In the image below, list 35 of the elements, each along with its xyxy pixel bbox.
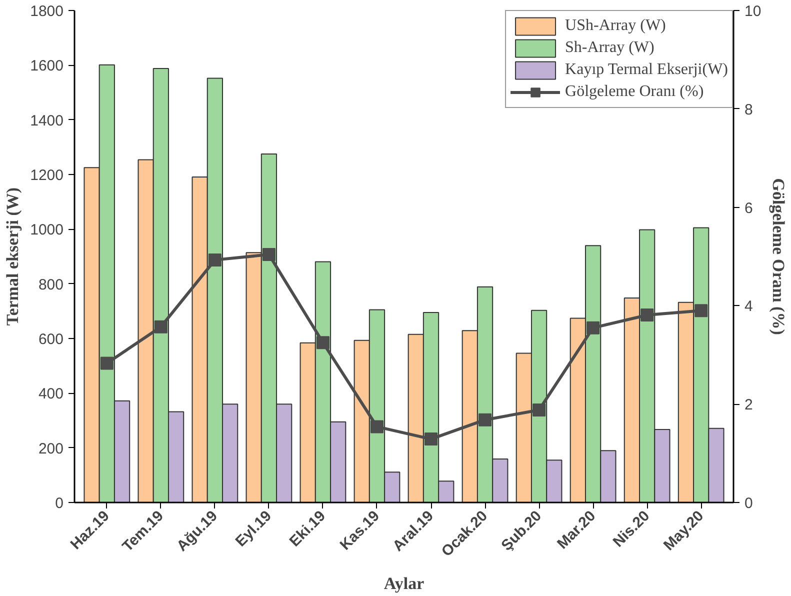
legend-label: Sh-Array (W)	[565, 39, 654, 57]
legend-label: USh-Array (W)	[565, 17, 666, 35]
point	[640, 308, 654, 322]
point	[316, 336, 330, 350]
point	[532, 404, 546, 417]
y-tick-label: 1000	[30, 222, 64, 239]
y2-tick-label: 4	[744, 298, 753, 316]
point	[694, 304, 708, 318]
point	[262, 248, 276, 262]
y-tick-label: 600	[38, 331, 64, 348]
y2-tick-label: 0	[744, 495, 753, 512]
y-axis-title: Termal ekserji (W)	[3, 187, 22, 326]
y2-tick-label: 6	[744, 200, 753, 217]
y-tick-label: 0	[55, 495, 64, 512]
point	[586, 321, 600, 334]
y2-tick-label: 10	[744, 3, 762, 20]
point	[100, 356, 114, 370]
point	[154, 320, 168, 334]
y-tick-label: 400	[38, 386, 64, 403]
legend-label: Gölgeleme Oranı (%)	[565, 83, 704, 101]
y-tick-label: 800	[38, 276, 64, 294]
y2-tick-label: 2	[744, 396, 753, 414]
point	[424, 432, 438, 446]
point	[370, 420, 384, 434]
y2-axis-title: Gölgeleme Oranı (%)	[769, 178, 788, 335]
y-tick-label: 1600	[30, 58, 64, 75]
y2-tick-label: 8	[744, 101, 753, 118]
y-tick-label: 1200	[30, 167, 64, 184]
y-tick-label: 1800	[30, 3, 64, 20]
point	[478, 413, 492, 426]
x-axis-title: Aylar	[384, 574, 425, 594]
y-tick-label: 200	[38, 440, 64, 458]
legend-label: Kayıp Termal Ekserji(W)	[565, 61, 728, 79]
y-tick-label: 1400	[30, 112, 64, 130]
point	[208, 253, 222, 266]
